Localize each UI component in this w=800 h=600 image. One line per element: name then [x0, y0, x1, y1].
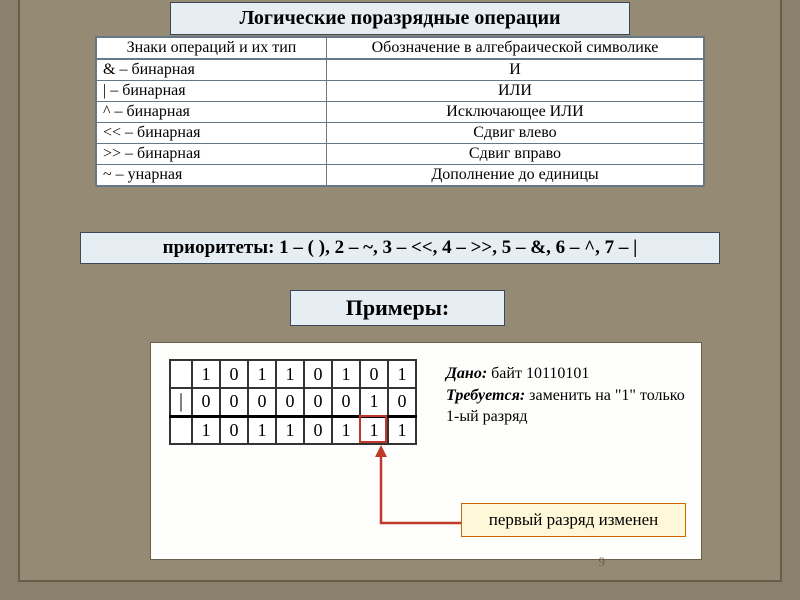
- ops-meaning: Сдвиг влево: [326, 123, 704, 144]
- bit-cell: 1: [248, 360, 276, 388]
- bit-cell: 0: [332, 388, 360, 416]
- ops-meaning: Сдвиг вправо: [326, 144, 704, 165]
- ops-header-right: Обозначение в алгебраической символике: [326, 37, 704, 59]
- table-row: ~ – унарнаяДополнение до единицы: [96, 165, 704, 187]
- priorities-box: приоритеты: 1 – ( ), 2 – ~, 3 – <<, 4 – …: [80, 232, 720, 264]
- bit-table-wrapper: 10110101 |00000010 10110111: [169, 359, 417, 445]
- dano-text: байт 10110101: [487, 365, 589, 382]
- ops-meaning: Дополнение до единицы: [326, 165, 704, 187]
- bit-cell: 1: [276, 416, 304, 444]
- bit-op-cell: [170, 360, 192, 388]
- bit-cell: 0: [192, 388, 220, 416]
- slide-frame: Логические поразрядные операции Знаки оп…: [18, 0, 782, 582]
- bit-cell: 0: [220, 360, 248, 388]
- operations-table: Знаки операций и их тип Обозначение в ал…: [95, 36, 705, 187]
- bit-cell: 1: [388, 416, 416, 444]
- table-row: << – бинарнаяСдвиг влево: [96, 123, 704, 144]
- example-panel: 10110101 |00000010 10110111 Дано: байт 1…: [150, 342, 702, 560]
- bit-table: 10110101 |00000010 10110111: [169, 359, 417, 445]
- ops-sign: ~ – унарная: [96, 165, 326, 187]
- bit-cell: 0: [248, 388, 276, 416]
- table-row: >> – бинарнаяСдвиг вправо: [96, 144, 704, 165]
- bit-cell: 1: [192, 416, 220, 444]
- bit-cell: 0: [304, 416, 332, 444]
- problem-text: Дано: байт 10110101 Требуется: заменить …: [446, 363, 686, 428]
- ops-sign: << – бинарная: [96, 123, 326, 144]
- bit-cell: 1: [276, 360, 304, 388]
- ops-sign: ^ – бинарная: [96, 102, 326, 123]
- bit-cell: 1: [192, 360, 220, 388]
- bit-op-cell: |: [170, 388, 192, 416]
- table-row: | – бинарнаяИЛИ: [96, 81, 704, 102]
- ops-header-left: Знаки операций и их тип: [96, 37, 326, 59]
- table-row: & – бинарнаяИ: [96, 59, 704, 81]
- bit-cell: 0: [388, 388, 416, 416]
- treb-label: Требуется:: [446, 387, 525, 404]
- ops-meaning: ИЛИ: [326, 81, 704, 102]
- bit-cell: 1: [332, 416, 360, 444]
- ops-meaning: И: [326, 59, 704, 81]
- bit-cell: 0: [220, 416, 248, 444]
- ops-sign: & – бинарная: [96, 59, 326, 81]
- changed-box: первый разряд изменен: [461, 503, 686, 537]
- page-number: 9: [599, 554, 606, 570]
- dano-label: Дано:: [446, 365, 487, 382]
- bit-op-cell: [170, 416, 192, 444]
- bit-cell: 0: [220, 388, 248, 416]
- bit-cell: 1: [360, 388, 388, 416]
- bit-cell: 1: [388, 360, 416, 388]
- examples-label: Примеры:: [290, 290, 505, 326]
- table-row: ^ – бинарнаяИсключающее ИЛИ: [96, 102, 704, 123]
- bit-cell: 1: [332, 360, 360, 388]
- ops-sign: >> – бинарная: [96, 144, 326, 165]
- bit-cell: 0: [304, 360, 332, 388]
- ops-sign: | – бинарная: [96, 81, 326, 102]
- bit-cell: 1: [360, 416, 388, 444]
- slide-title: Логические поразрядные операции: [170, 2, 630, 35]
- bit-cell: 0: [276, 388, 304, 416]
- bit-cell: 0: [304, 388, 332, 416]
- bit-cell: 0: [360, 360, 388, 388]
- bit-cell: 1: [248, 416, 276, 444]
- ops-meaning: Исключающее ИЛИ: [326, 102, 704, 123]
